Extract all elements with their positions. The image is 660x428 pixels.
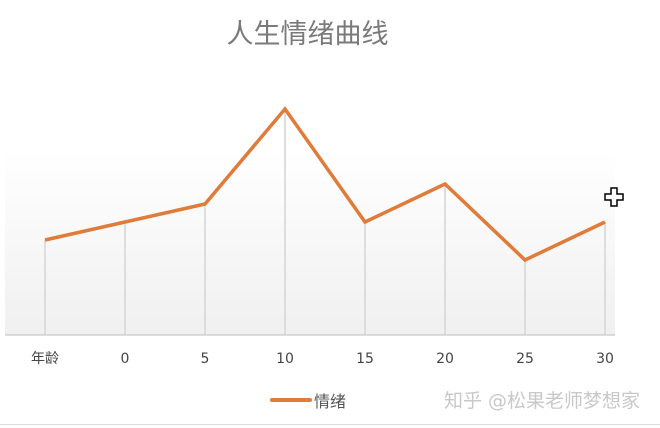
chart-title: 人生情绪曲线 [226,19,389,50]
x-tick-label: 20 [436,351,454,367]
x-tick-label: 30 [596,351,614,367]
watermark: 知乎 @松果老师梦想家 [444,390,641,412]
x-tick-label: 0 [121,351,130,367]
x-tick-label: 25 [516,351,534,367]
plot-background [5,150,615,335]
x-tick-label: 15 [356,351,374,367]
divider [0,424,660,425]
plus-cursor-icon [604,187,624,207]
x-tick-label: 年龄 [31,351,59,367]
series-line-情绪 [44,106,606,263]
legend-label: 情绪 [314,392,347,411]
legend: 情绪 [270,388,346,412]
legend-swatch [270,398,312,402]
x-tick-label: 10 [276,351,294,367]
x-tick-label: 5 [201,351,210,367]
